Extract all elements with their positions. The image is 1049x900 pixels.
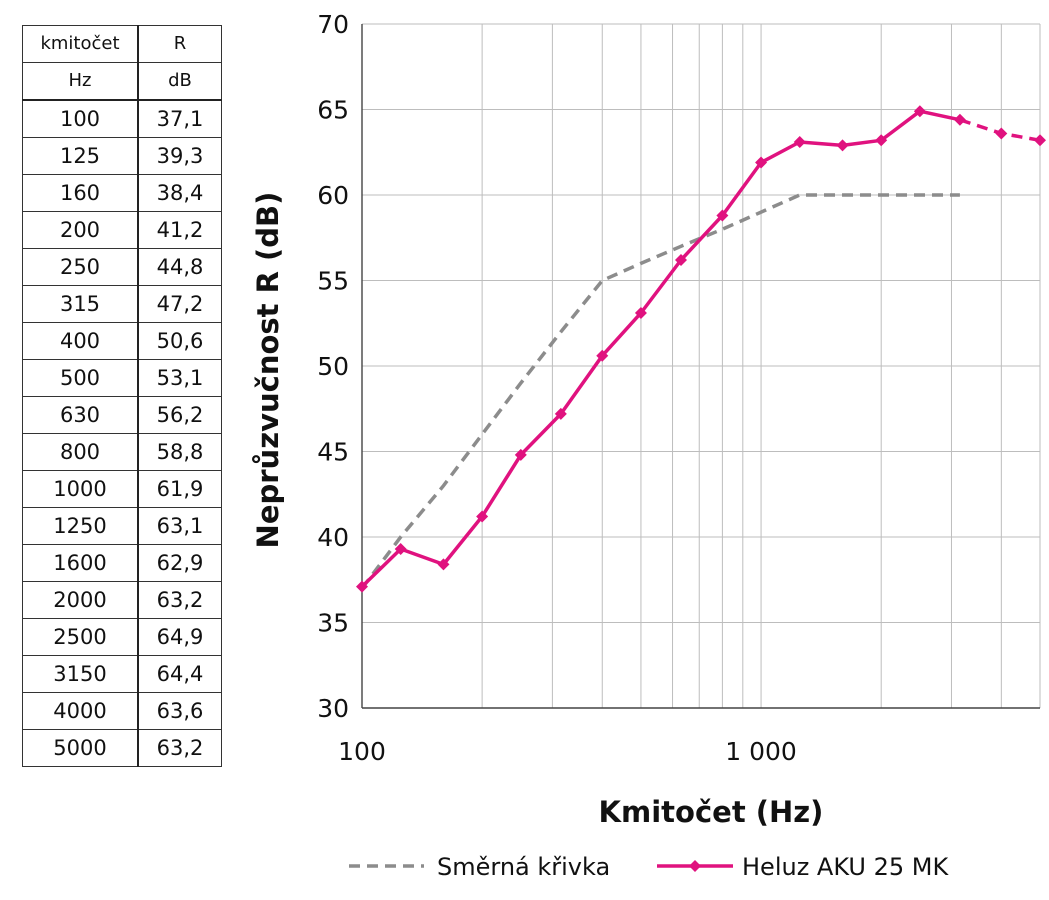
- table-row: 1250 63,1: [22, 507, 222, 545]
- table-row: 400 50,6: [22, 322, 222, 360]
- table-row: 800 58,8: [22, 433, 222, 471]
- cell-frequency: Hz: [22, 62, 139, 101]
- cell-r-value: 62,9: [137, 544, 222, 582]
- cell-r-value: R: [137, 25, 222, 63]
- data-point-marker: [674, 253, 687, 266]
- y-tick-label: 55: [317, 267, 349, 296]
- cell-frequency: 160: [22, 174, 139, 212]
- table-row: 200 41,2: [22, 211, 222, 249]
- y-tick-label: 35: [317, 609, 349, 638]
- data-point-marker: [476, 510, 489, 523]
- cell-frequency: 1600: [22, 544, 139, 582]
- legend-marker-heluz: [689, 860, 701, 872]
- cell-frequency: 250: [22, 248, 139, 286]
- data-point-marker: [793, 135, 806, 148]
- data-point-marker: [394, 542, 407, 555]
- x-tick-label: 100: [338, 737, 386, 766]
- cell-frequency: 5000: [22, 729, 139, 767]
- cell-r-value: dB: [137, 62, 222, 101]
- data-point-marker: [875, 134, 888, 147]
- cell-r-value: 63,1: [137, 507, 222, 545]
- y-tick-label: 30: [317, 694, 349, 723]
- cell-r-value: 41,2: [137, 211, 222, 249]
- cell-r-value: 38,4: [137, 174, 222, 212]
- cell-r-value: 64,4: [137, 655, 222, 693]
- cell-frequency: 315: [22, 285, 139, 323]
- table-row: 2000 63,2: [22, 581, 222, 619]
- table-row: 315 47,2: [22, 285, 222, 323]
- table-row: 100 37,1: [22, 99, 222, 138]
- table-row: 500 53,1: [22, 359, 222, 397]
- series-line-heluz: [360, 109, 961, 588]
- cell-frequency: kmitočet: [22, 25, 139, 63]
- data-point-marker: [716, 209, 729, 222]
- table-row: 2500 64,9: [22, 618, 222, 656]
- table-header-row: Hz dB: [22, 62, 222, 101]
- cell-frequency: 2000: [22, 581, 139, 619]
- table-row: 250 44,8: [22, 248, 222, 286]
- data-point-marker: [634, 306, 647, 319]
- x-tick-label: 1 000: [725, 737, 797, 766]
- cell-frequency: 400: [22, 322, 139, 360]
- cell-frequency: 2500: [22, 618, 139, 656]
- cell-frequency: 1250: [22, 507, 139, 545]
- table-row: 125 39,3: [22, 137, 222, 175]
- table-header-row: kmitočet R: [22, 25, 222, 63]
- cell-frequency: 630: [22, 396, 139, 434]
- y-tick-label: 40: [317, 523, 349, 552]
- data-point-marker: [596, 349, 609, 362]
- y-tick-label: 50: [317, 352, 349, 381]
- legend-label-heluz: Heluz AKU 25 MK: [742, 853, 950, 881]
- y-axis-title: Neprůzvučnost R (dB): [251, 192, 285, 549]
- data-point-marker: [755, 156, 768, 169]
- table-row: 160 38,4: [22, 174, 222, 212]
- x-axis-title: Kmitočet (Hz): [599, 795, 824, 829]
- cell-frequency: 1000: [22, 470, 139, 508]
- data-point-marker: [995, 127, 1008, 140]
- cell-r-value: 47,2: [137, 285, 222, 323]
- cell-r-value: 53,1: [137, 359, 222, 397]
- table-row: 630 56,2: [22, 396, 222, 434]
- data-point-marker: [913, 105, 926, 118]
- data-point-marker: [437, 558, 450, 571]
- data-point-marker: [514, 448, 527, 461]
- data-point-marker: [554, 407, 567, 420]
- cell-frequency: 125: [22, 137, 139, 175]
- cell-frequency: 100: [22, 99, 139, 138]
- cell-r-value: 63,6: [137, 692, 222, 730]
- data-point-marker: [356, 580, 368, 593]
- data-point-marker: [1034, 134, 1046, 147]
- cell-r-value: 37,1: [137, 99, 222, 138]
- y-tick-label: 45: [317, 438, 349, 467]
- legend-label-smerna-krivka: Směrná křivka: [437, 853, 610, 881]
- cell-frequency: 200: [22, 211, 139, 249]
- table-row: 1000 61,9: [22, 470, 222, 508]
- table-row: 1600 62,9: [22, 544, 222, 582]
- cell-r-value: 58,8: [137, 433, 222, 471]
- series-line-smerna-krivka: [360, 193, 960, 590]
- table-row: 5000 63,2: [22, 729, 222, 767]
- y-tick-label: 60: [317, 181, 349, 210]
- y-tick-label: 70: [317, 10, 349, 39]
- data-point-marker: [836, 139, 849, 152]
- cell-r-value: 44,8: [137, 248, 222, 286]
- cell-r-value: 63,2: [137, 581, 222, 619]
- data-table: kmitočet R Hz dB 100 37,1 125 39,3 160 38,4 200 41,…: [22, 25, 222, 767]
- cell-r-value: 63,2: [137, 729, 222, 767]
- cell-r-value: 61,9: [137, 470, 222, 508]
- y-tick-label: 65: [317, 96, 349, 125]
- cell-r-value: 39,3: [137, 137, 222, 175]
- data-point-marker: [953, 113, 966, 126]
